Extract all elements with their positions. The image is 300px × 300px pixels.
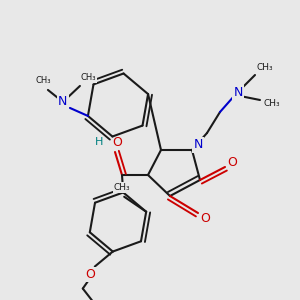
Text: O: O xyxy=(227,157,237,169)
Text: O: O xyxy=(200,212,210,224)
Text: N: N xyxy=(58,95,68,108)
Text: CH₃: CH₃ xyxy=(35,76,51,85)
Text: N: N xyxy=(193,139,203,152)
Text: H: H xyxy=(95,137,103,147)
Text: N: N xyxy=(233,85,243,98)
Text: CH₃: CH₃ xyxy=(80,74,96,82)
Text: O: O xyxy=(112,136,122,148)
Text: CH₃: CH₃ xyxy=(257,62,273,71)
Text: O: O xyxy=(85,268,95,281)
Text: CH₃: CH₃ xyxy=(114,183,130,192)
Text: CH₃: CH₃ xyxy=(264,98,280,107)
